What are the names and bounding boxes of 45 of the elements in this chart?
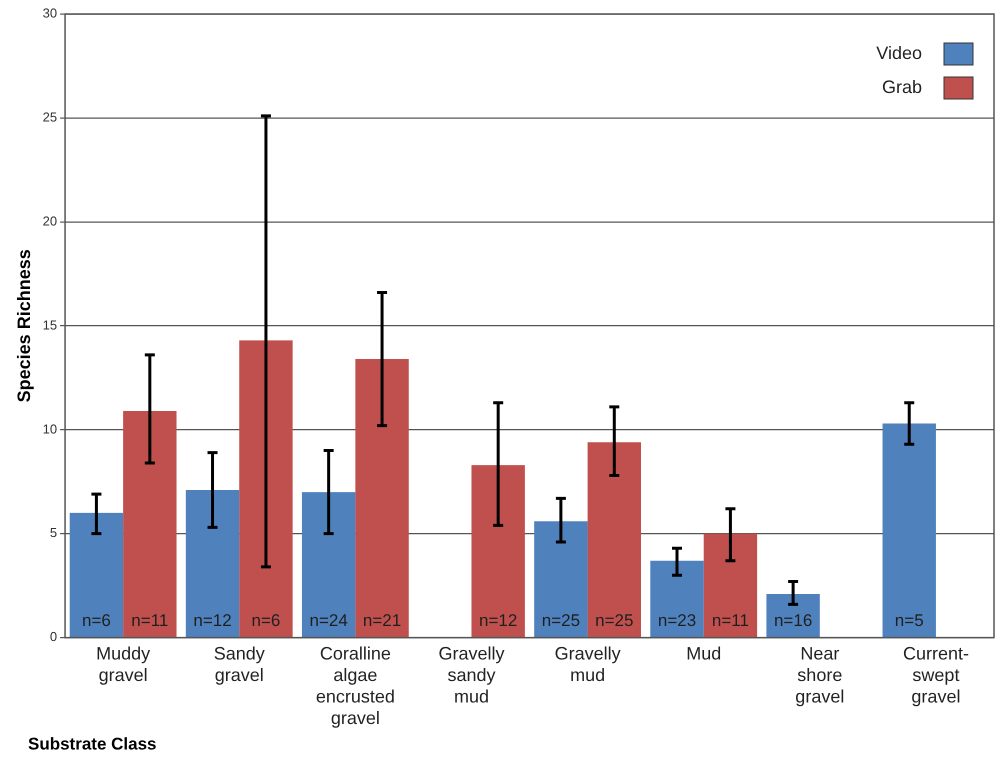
bar	[766, 594, 820, 637]
bar	[70, 512, 124, 637]
annotation: n=24	[310, 610, 348, 630]
x-tick-label: Coralline algae encrusted gravel	[316, 643, 395, 728]
x-axis-title: Substrate Class	[28, 734, 156, 754]
annotation: n=23	[658, 610, 696, 630]
annotation: n=5	[894, 610, 924, 630]
y-tick-label: 25	[42, 110, 58, 125]
bar	[588, 442, 642, 637]
y-tick-label: 5	[50, 525, 58, 540]
x-tick-label: Mud	[686, 643, 722, 664]
bar	[471, 465, 525, 637]
annotation: n=6	[82, 610, 111, 630]
annotation: n=12	[193, 610, 232, 630]
bar	[534, 521, 588, 637]
annotation: n=21	[362, 610, 402, 630]
bar	[186, 490, 240, 637]
annotation: n=16	[774, 610, 812, 630]
bar	[302, 492, 356, 637]
bar	[123, 411, 177, 637]
y-tick-label: 30	[42, 6, 58, 21]
x-tick-label: Gravelly mud	[554, 643, 621, 685]
annotation: n=12	[479, 610, 518, 630]
y-tick-label: 10	[42, 421, 58, 436]
bar	[882, 424, 936, 637]
x-tick-label: Muddy gravel	[96, 643, 150, 685]
y-tick-label: 0	[50, 629, 58, 644]
x-tick-label: Near shore gravel	[795, 643, 844, 707]
annotation: n=25	[542, 610, 580, 630]
x-tick-label: Gravelly sandy mud	[438, 643, 504, 707]
x-tick-label: Sandy gravel	[214, 643, 265, 685]
bar	[704, 534, 758, 637]
legend-label: Grab	[882, 76, 922, 97]
x-tick-label: Current-swept gravel	[902, 643, 969, 707]
annotation: n=25	[595, 610, 634, 630]
annotation: n=11	[712, 610, 749, 630]
y-tick-label: 15	[42, 317, 58, 332]
y-axis-title: Species Richness	[14, 249, 34, 402]
y-tick-label: 20	[42, 213, 58, 228]
annotation: n=11	[131, 610, 168, 630]
legend-label: Video	[876, 42, 922, 63]
bar	[650, 560, 704, 637]
bar	[355, 359, 409, 637]
annotation: n=6	[252, 610, 280, 630]
bar	[239, 340, 293, 637]
